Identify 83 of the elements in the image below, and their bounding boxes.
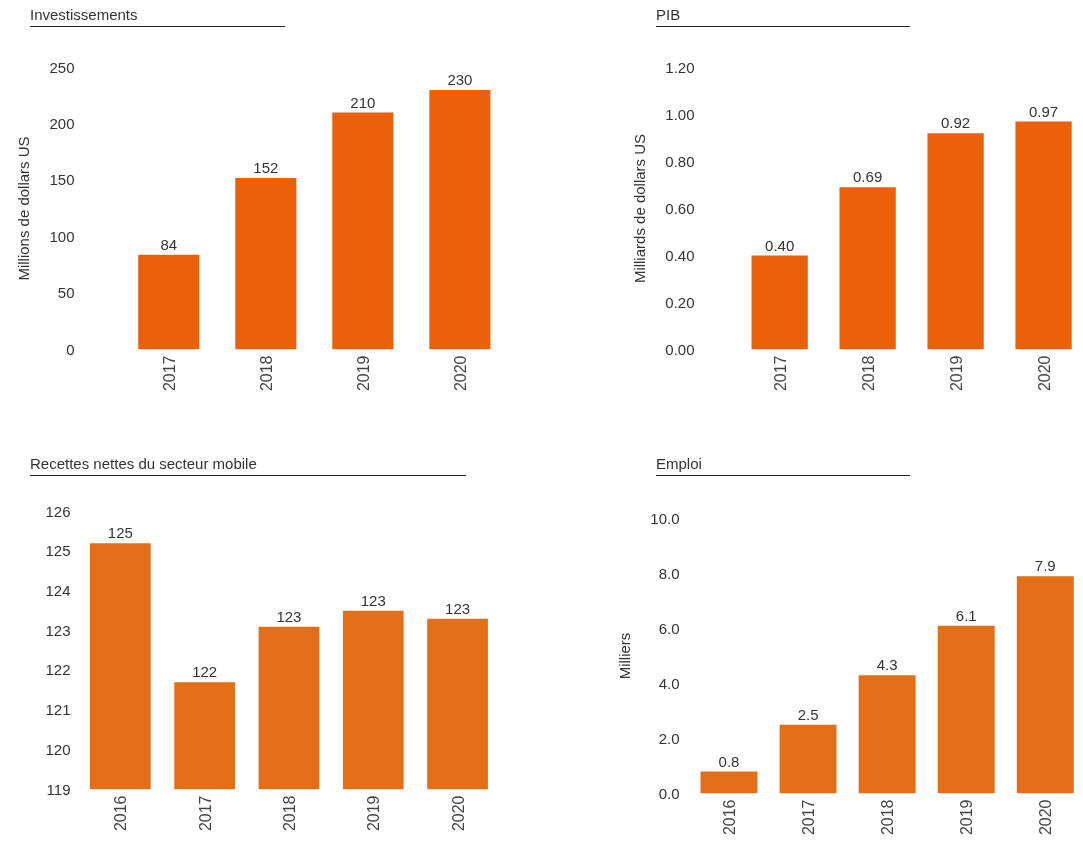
y-tick-label: 0.40 xyxy=(665,246,695,264)
x-tick-label: 2019 xyxy=(947,355,965,392)
y-tick-label: 6.0 xyxy=(658,619,680,637)
x-tick-label: 2018 xyxy=(859,355,877,392)
y-tick-label: 0.0 xyxy=(658,784,680,802)
data-label: 0.40 xyxy=(765,236,795,254)
y-axis-title: Millions de dollars US xyxy=(15,136,33,281)
x-tick-label: 2017 xyxy=(160,355,178,392)
y-tick-label: 0.00 xyxy=(665,340,695,358)
data-label: 210 xyxy=(350,93,376,111)
bar xyxy=(937,625,995,794)
data-label: 0.92 xyxy=(941,114,971,132)
y-tick-label: 120 xyxy=(45,740,71,758)
data-label: 84 xyxy=(160,235,178,253)
x-tick-label: 2020 xyxy=(449,795,467,832)
y-tick-label: 150 xyxy=(49,171,75,189)
x-tick-label: 2019 xyxy=(958,799,976,836)
bar xyxy=(235,178,297,350)
x-tick-label: 2016 xyxy=(112,795,130,832)
data-label: 6.1 xyxy=(955,606,977,624)
bar xyxy=(332,112,394,350)
x-tick-label: 2018 xyxy=(280,795,298,832)
y-tick-label: 2.0 xyxy=(658,729,680,747)
chart-title: Recettes nettes du secteur mobile xyxy=(30,454,257,474)
y-tick-label: 0 xyxy=(66,340,75,358)
data-label: 2.5 xyxy=(797,705,819,723)
x-tick-label: 2017 xyxy=(800,799,818,836)
data-label: 4.3 xyxy=(876,656,898,674)
x-tick-label: 2017 xyxy=(196,795,214,832)
y-axis-title: Milliers xyxy=(616,632,634,680)
chart-title: PIB xyxy=(656,5,681,25)
chart-title: Emploi xyxy=(656,454,702,474)
x-tick-label: 2018 xyxy=(879,799,897,836)
y-tick-label: 100 xyxy=(49,227,75,245)
x-tick-label: 2019 xyxy=(365,795,383,832)
x-tick-label: 2017 xyxy=(771,355,789,392)
data-label: 230 xyxy=(447,71,473,89)
y-tick-label: 123 xyxy=(45,621,71,639)
bar xyxy=(751,255,808,350)
y-tick-label: 10.0 xyxy=(650,509,680,527)
y-tick-label: 124 xyxy=(45,581,71,599)
bar xyxy=(927,133,984,350)
x-tick-label: 2020 xyxy=(1035,355,1053,392)
y-tick-label: 126 xyxy=(45,502,71,520)
data-label: 0.69 xyxy=(853,168,883,186)
x-tick-label: 2020 xyxy=(1037,799,1055,836)
y-axis-title: Milliards de dollars US xyxy=(631,133,649,284)
y-tick-label: 121 xyxy=(45,701,71,719)
y-tick-label: 250 xyxy=(49,58,75,76)
data-label: 123 xyxy=(445,599,471,617)
data-label: 125 xyxy=(107,524,133,542)
y-tick-label: 119 xyxy=(46,780,71,798)
y-tick-label: 1.20 xyxy=(665,58,695,76)
y-tick-label: 50 xyxy=(57,284,75,302)
data-label: 7.9 xyxy=(1034,557,1056,575)
data-label: 152 xyxy=(253,159,279,177)
y-tick-label: 8.0 xyxy=(658,564,680,582)
data-label: 0.97 xyxy=(1028,102,1059,120)
data-label: 0.8 xyxy=(718,752,740,770)
bar xyxy=(429,90,491,350)
x-tick-label: 2020 xyxy=(451,355,469,392)
data-label: 123 xyxy=(276,607,302,625)
y-tick-label: 122 xyxy=(45,661,71,679)
bar xyxy=(779,724,837,794)
y-tick-label: 125 xyxy=(45,542,71,560)
y-tick-label: 200 xyxy=(49,114,75,132)
chart-title: Investissements xyxy=(30,5,138,25)
data-label: 123 xyxy=(360,591,386,609)
bar xyxy=(700,771,758,794)
x-tick-label: 2018 xyxy=(257,355,275,392)
bar xyxy=(839,187,896,350)
x-tick-label: 2019 xyxy=(354,355,372,392)
y-tick-label: 1.00 xyxy=(665,105,695,123)
bar xyxy=(1015,121,1072,350)
bar xyxy=(1016,576,1074,794)
data-label: 122 xyxy=(192,663,218,681)
bar xyxy=(858,675,916,794)
bar xyxy=(138,254,200,350)
y-tick-label: 0.20 xyxy=(665,293,695,311)
y-tick-label: 4.0 xyxy=(658,674,680,692)
x-tick-label: 2016 xyxy=(720,799,738,836)
y-tick-label: 0.80 xyxy=(665,152,695,170)
y-tick-label: 0.60 xyxy=(665,199,695,217)
